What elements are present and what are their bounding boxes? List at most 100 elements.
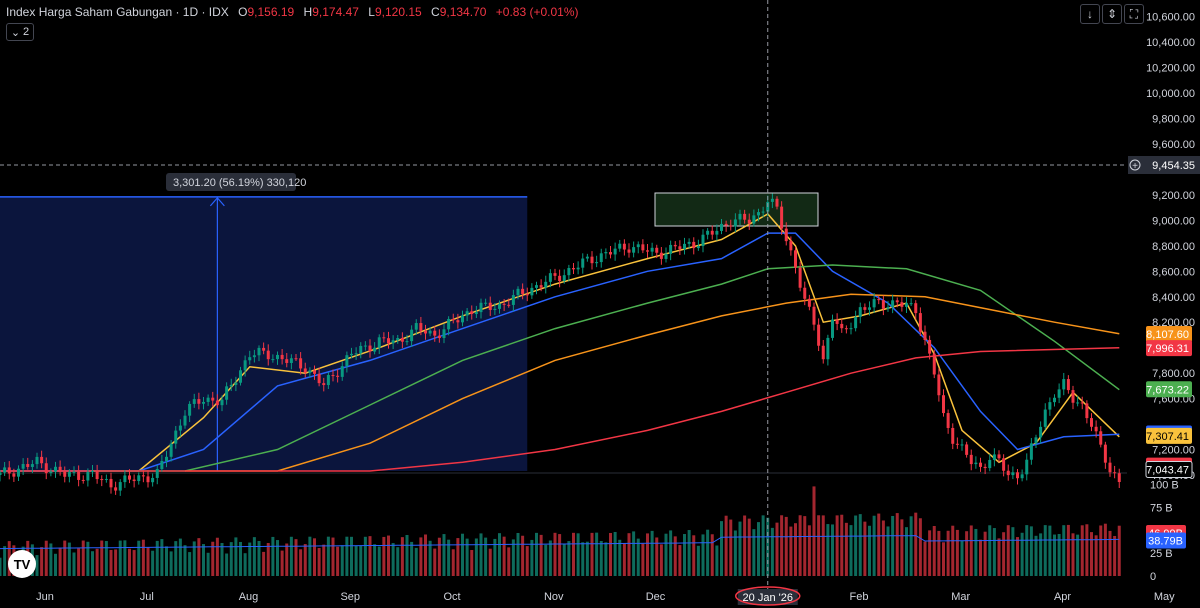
- candle-body: [757, 212, 760, 216]
- volume-bar: [613, 531, 617, 576]
- volume-bar: [900, 519, 904, 576]
- volume-bar: [567, 541, 571, 576]
- volume-bar: [558, 534, 562, 576]
- volume-bar: [280, 550, 284, 576]
- volume-tick-label: 0: [1150, 571, 1156, 583]
- volume-bar: [72, 552, 76, 576]
- candle-body: [784, 228, 788, 242]
- volume-bar: [141, 539, 145, 576]
- volume-bar: [881, 520, 885, 576]
- candle-body: [951, 427, 955, 444]
- volume-bar: [604, 542, 608, 576]
- volume-bar: [1076, 534, 1080, 576]
- candle-body: [382, 337, 386, 339]
- symbol-legend[interactable]: Index Harga Saham Gabungan · 1D · IDX O9…: [6, 5, 579, 19]
- volume-bar: [345, 536, 349, 576]
- candle-body: [368, 345, 372, 352]
- volume-bar: [1048, 525, 1052, 576]
- ma-line-4: [0, 346, 1120, 472]
- fullscreen-button[interactable]: ⛶: [1124, 4, 1144, 24]
- candle-body: [696, 246, 700, 249]
- candle-body: [326, 375, 330, 386]
- candle-body: [609, 252, 612, 255]
- candle-body: [909, 303, 913, 305]
- candle-body: [891, 300, 895, 308]
- candle-body: [104, 478, 108, 480]
- candle-body: [673, 244, 677, 247]
- auto-scale-button[interactable]: ⇕: [1102, 4, 1122, 24]
- candle-body: [761, 211, 765, 213]
- volume-bar: [470, 550, 474, 576]
- volume-bar: [160, 539, 164, 576]
- candle-body: [363, 345, 367, 347]
- volume-bar: [104, 541, 108, 576]
- volume-bar: [696, 545, 700, 576]
- candle-body: [239, 370, 242, 383]
- candle-body: [863, 307, 867, 310]
- candle-body: [17, 468, 20, 477]
- price-tick-label: 9,000.00: [1152, 215, 1195, 227]
- candle-body: [1090, 418, 1093, 427]
- low-label: L: [368, 5, 375, 19]
- candle-body: [410, 329, 414, 342]
- time-tick-label: Aug: [239, 591, 259, 603]
- volume-bar: [169, 551, 173, 576]
- volume-ma-line: [0, 535, 1120, 550]
- candle-body: [650, 247, 654, 252]
- candle-body: [747, 219, 751, 224]
- time-tick-label: Feb: [850, 591, 869, 603]
- volume-bar: [303, 544, 307, 576]
- candle-body: [419, 323, 423, 331]
- volume-tick-label: 75 B: [1150, 502, 1173, 514]
- volume-bar: [761, 515, 765, 576]
- volume-bar: [969, 525, 973, 576]
- candle-body: [1085, 403, 1089, 419]
- volume-bar: [1085, 524, 1089, 576]
- candle-body: [678, 246, 682, 250]
- candle-body: [595, 262, 599, 264]
- candle-body: [299, 358, 303, 369]
- candle-body: [86, 472, 90, 481]
- volume-bar: [257, 540, 261, 576]
- volume-bar: [289, 536, 293, 576]
- time-tick-label: Jul: [140, 591, 154, 603]
- volume-bar: [965, 531, 969, 576]
- candle-body: [188, 403, 192, 416]
- candle-body: [1113, 472, 1117, 474]
- candle-body: [969, 454, 973, 465]
- scroll-down-button[interactable]: ↓: [1080, 4, 1100, 24]
- plus-icon-glyph: +: [1132, 161, 1138, 172]
- volume-bar: [706, 529, 710, 576]
- price-tick-label: 9,800.00: [1152, 114, 1195, 126]
- volume-bar: [553, 532, 557, 576]
- volume-bar: [183, 545, 187, 576]
- candle-body: [289, 358, 293, 363]
- volume-bar: [248, 542, 252, 576]
- volume-bar: [322, 544, 326, 576]
- volume-bar: [599, 541, 603, 576]
- candle-body: [1039, 426, 1043, 438]
- candle-body: [479, 302, 483, 313]
- candle-body: [567, 268, 571, 276]
- fullscreen-icon: ⛶: [1129, 6, 1139, 21]
- volume-bar: [243, 553, 247, 576]
- indicators-collapse-button[interactable]: ⌄ 2: [6, 23, 34, 41]
- candle-body: [451, 318, 455, 321]
- last-value-badge: [1145, 460, 1193, 478]
- candle-body: [1066, 379, 1070, 391]
- volume-bar: [618, 539, 622, 576]
- last-value-badge: [1146, 326, 1192, 343]
- volume-bar: [752, 529, 756, 576]
- volume-bar: [192, 541, 196, 576]
- candle-body: [498, 303, 501, 309]
- volume-bar: [548, 540, 552, 576]
- volume-bar: [285, 543, 289, 576]
- volume-bar: [525, 546, 529, 576]
- volume-bar: [923, 541, 927, 576]
- candle-body: [345, 355, 349, 367]
- volume-bar: [937, 530, 941, 576]
- volume-bar: [424, 534, 427, 576]
- candle-body: [428, 330, 432, 334]
- candle-body: [752, 215, 756, 224]
